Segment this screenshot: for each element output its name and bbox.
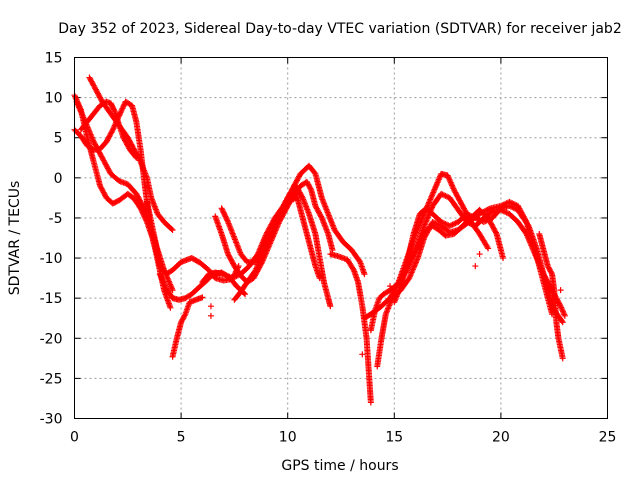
- data-point-track-15: [558, 305, 565, 312]
- x-tick-label: 20: [492, 430, 510, 446]
- data-point-stray: [557, 287, 564, 294]
- data-point-track-1: [167, 304, 174, 311]
- y-tick-label: -30: [40, 412, 63, 428]
- data-point-stray: [472, 263, 479, 270]
- data-point-track-12: [327, 303, 334, 310]
- data-point-stray: [399, 281, 406, 288]
- x-tick-label: 10: [279, 430, 297, 446]
- y-tick-label: -20: [40, 331, 63, 347]
- data-point-track-15: [560, 308, 567, 315]
- data-point-track-11: [356, 257, 363, 264]
- chart-title: Day 352 of 2023, Sidereal Day-to-day VTE…: [58, 21, 621, 37]
- data-point-track-11: [361, 271, 368, 278]
- data-point-stray: [476, 251, 483, 258]
- data-point-track-14: [349, 265, 356, 272]
- data-point-track-9: [221, 210, 228, 217]
- plot-frame: [74, 57, 608, 419]
- x-axis-label: GPS time / hours: [281, 458, 398, 474]
- data-point-track-2: [119, 105, 126, 112]
- y-tick-label: 0: [54, 171, 63, 187]
- x-tick-label: 15: [385, 430, 403, 446]
- data-point-track-14: [367, 399, 374, 406]
- data-point-track-4: [168, 225, 175, 232]
- data-point-track-9: [220, 209, 227, 216]
- data-point-track-15: [560, 310, 567, 317]
- data-point-track-9: [219, 208, 226, 215]
- data-point-track-9: [224, 217, 231, 224]
- data-point-track-5: [133, 154, 140, 161]
- data-point-track-3: [169, 287, 176, 294]
- data-point-track-15: [561, 311, 568, 318]
- data-point-track-4: [169, 226, 176, 233]
- y-tick-label: -5: [49, 211, 63, 227]
- data-point-track-2: [120, 102, 127, 109]
- y-tick-label: 5: [54, 131, 63, 147]
- data-point-track-18: [492, 229, 499, 236]
- data-point-track-15: [561, 312, 568, 319]
- data-point-stray: [207, 312, 214, 319]
- data-point-track-15: [557, 303, 564, 310]
- data-point-track-8: [181, 312, 188, 319]
- data-point-track-9: [219, 206, 226, 213]
- data-point-track-11: [311, 169, 318, 176]
- y-tick-label: -25: [40, 371, 63, 387]
- data-point-track-10: [318, 213, 325, 220]
- data-point-track-2: [118, 108, 125, 115]
- data-point-track-5: [132, 153, 139, 160]
- data-point-track-15: [488, 209, 495, 216]
- data-point-track-5: [111, 107, 118, 114]
- data-point-track-8: [199, 294, 206, 301]
- y-axis-label: SDTVAR / TECUs: [7, 181, 23, 296]
- data-point-track-19: [559, 319, 566, 326]
- data-point-track-16: [485, 245, 492, 252]
- data-point-track-2: [120, 104, 127, 111]
- data-point-track-10: [307, 185, 314, 192]
- y-tick-label: -10: [40, 251, 63, 267]
- data-point-track-9: [218, 205, 225, 212]
- data-point-track-2: [109, 128, 116, 135]
- data-point-track-13: [316, 275, 323, 282]
- data-point-track-18: [500, 255, 507, 262]
- data-point-track-20: [559, 355, 566, 362]
- data-point-track-10: [329, 247, 336, 254]
- data-point-track-2: [118, 106, 125, 113]
- data-point-stray: [207, 303, 214, 310]
- y-tick-label: 15: [45, 51, 63, 67]
- data-point-track-19: [558, 318, 565, 325]
- data-point-track-4: [136, 157, 143, 164]
- data-point-track-15: [559, 307, 566, 314]
- data-point-track-9: [222, 213, 229, 220]
- data-point-track-15: [558, 304, 565, 311]
- data-point-stray: [359, 351, 366, 358]
- data-point-track-20: [548, 269, 555, 276]
- data-point-track-12: [298, 193, 305, 200]
- y-tick-label: -15: [40, 291, 63, 307]
- data-point-track-16: [484, 244, 491, 251]
- data-point-track-17: [485, 206, 492, 213]
- x-tick-label: 25: [599, 430, 617, 446]
- x-tick-label: 5: [177, 430, 186, 446]
- data-point-track-7: [242, 291, 249, 298]
- x-tick-label: 0: [70, 430, 79, 446]
- data-point-track-9: [221, 212, 228, 219]
- data-point-track-9: [223, 214, 230, 221]
- y-tick-label: 10: [45, 91, 63, 107]
- data-point-stray: [387, 283, 394, 290]
- data-point-track-19: [524, 221, 531, 228]
- data-points: [71, 74, 568, 406]
- data-point-track-9: [223, 216, 230, 223]
- data-point-track-2: [117, 109, 124, 116]
